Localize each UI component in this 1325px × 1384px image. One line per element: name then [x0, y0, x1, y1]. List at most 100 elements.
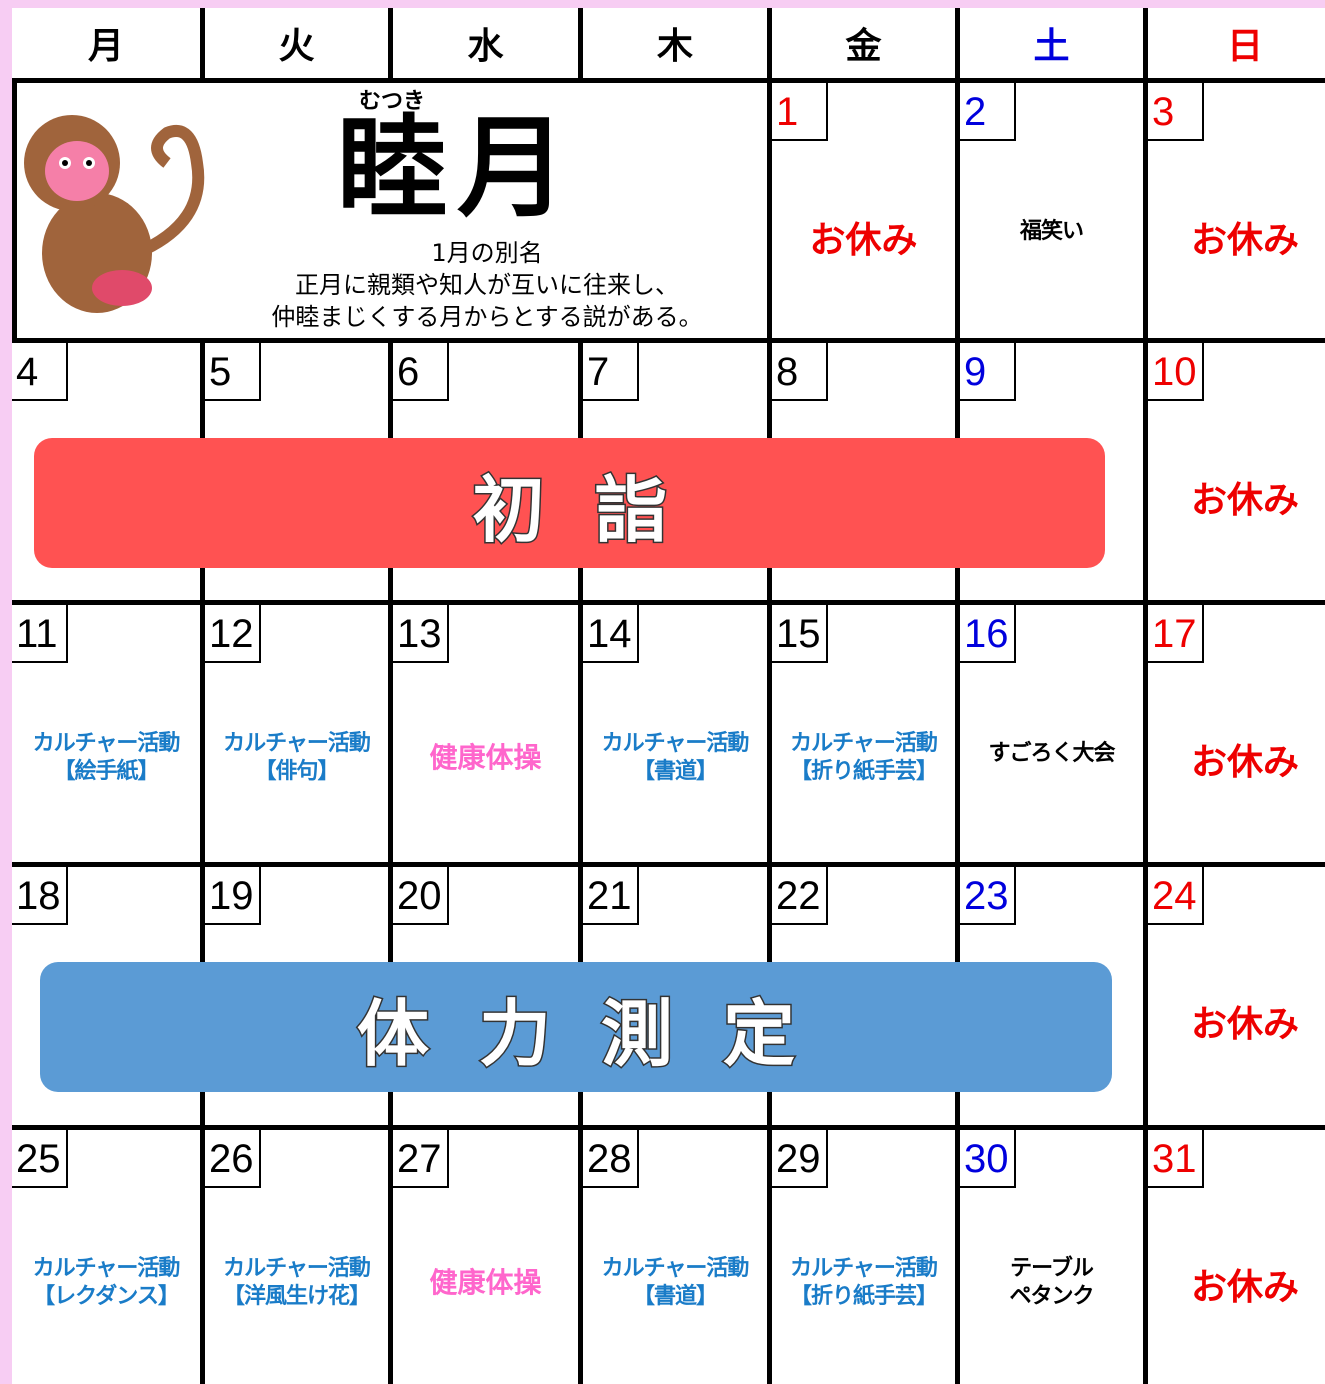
month-description: 正月に親類や知人が互いに往来し、	[295, 271, 679, 299]
day-number: 24	[1148, 867, 1204, 925]
event-line: カルチャー活動	[601, 1256, 750, 1281]
event: カルチャー活動 【洋風生け花】	[205, 1255, 388, 1310]
event: お休み	[772, 218, 955, 263]
event-line: 【書道】	[632, 758, 718, 784]
day-cell: 18	[12, 862, 200, 1125]
day-cell: 14 カルチャー活動 【書道】	[578, 600, 767, 862]
day-cell: 28 カルチャー活動 【書道】	[578, 1125, 767, 1384]
day-number: 14	[583, 605, 639, 663]
event-line: 【絵手紙】	[53, 758, 159, 784]
event: お休み	[1148, 218, 1325, 263]
event: カルチャー活動 【書道】	[583, 1255, 767, 1310]
day-number: 23	[960, 867, 1016, 925]
event-line: ペタンク	[1009, 1283, 1094, 1309]
weekday-header: 水	[388, 8, 578, 78]
day-cell: 10 お休み	[1143, 338, 1325, 600]
day-number: 20	[393, 867, 449, 925]
event-line: 【俳句】	[254, 758, 339, 784]
event-line: 【折り紙手芸】	[789, 1283, 938, 1309]
event-line: 【書道】	[632, 1283, 718, 1309]
monkey-illustration	[24, 115, 205, 313]
event-line: カルチャー活動	[790, 1256, 938, 1281]
day-cell: 15 カルチャー活動 【折り紙手芸】	[767, 600, 955, 862]
calendar: むつき 睦月 1月の別名 正月に親類や知人が互いに往来し、 仲睦まじくする月から…	[12, 8, 1325, 1384]
weekday-header: 土	[955, 8, 1143, 78]
day-cell: 3 お休み	[1143, 78, 1325, 338]
event: すごろく大会	[960, 740, 1143, 768]
event-line: すごろく大会	[988, 741, 1115, 766]
event-line: カルチャー活動	[32, 1256, 181, 1281]
day-number: 5	[205, 343, 261, 401]
day-number: 31	[1148, 1130, 1204, 1188]
event-line: お休み	[1190, 1267, 1299, 1308]
event: カルチャー活動 【折り紙手芸】	[772, 1255, 955, 1310]
day-number: 13	[393, 605, 449, 663]
event: カルチャー活動 【絵手紙】	[12, 730, 200, 785]
day-number: 25	[12, 1130, 68, 1188]
day-cell: 17 お休み	[1143, 600, 1325, 862]
day-number: 2	[960, 83, 1016, 141]
event: 健康体操	[393, 1265, 578, 1300]
event: カルチャー活動 【書道】	[583, 730, 767, 785]
event-line: 健康体操	[429, 1266, 542, 1299]
day-cell: 16 すごろく大会	[955, 600, 1143, 862]
day-cell: 1 お休み	[767, 78, 955, 338]
event-line: カルチャー活動	[601, 731, 750, 756]
day-cell: 25 カルチャー活動 【レクダンス】	[12, 1125, 200, 1384]
event-banner: 体力測定	[40, 962, 1112, 1092]
month-title: 睦月	[337, 103, 577, 232]
event-line: カルチャー活動	[223, 1256, 371, 1281]
month-intro: むつき 睦月 1月の別名 正月に親類や知人が互いに往来し、 仲睦まじくする月から…	[12, 78, 772, 338]
day-number: 3	[1148, 83, 1204, 141]
weekday-header: 月	[12, 8, 200, 78]
event: カルチャー活動 【レクダンス】	[12, 1255, 200, 1310]
event-line: お休み	[1190, 1004, 1299, 1045]
day-cell: 13 健康体操	[388, 600, 578, 862]
weekday-header: 火	[200, 8, 388, 78]
event: カルチャー活動 【折り紙手芸】	[772, 730, 955, 785]
event-line: テーブル	[1010, 1256, 1094, 1281]
event-line: 福笑い	[1019, 219, 1084, 244]
day-number: 22	[772, 867, 828, 925]
day-number: 4	[12, 343, 68, 401]
event-line: カルチャー活動	[223, 731, 371, 756]
day-number: 18	[12, 867, 68, 925]
event-line: 【洋風生け花】	[222, 1283, 371, 1309]
day-number: 17	[1148, 605, 1204, 663]
day-number: 21	[583, 867, 639, 925]
day-number: 1	[772, 83, 828, 141]
event: お休み	[1148, 1002, 1325, 1047]
event-line: 【折り紙手芸】	[789, 758, 938, 784]
day-number: 11	[12, 605, 68, 663]
day-number: 9	[960, 343, 1016, 401]
event: お休み	[1148, 740, 1325, 785]
event: お休み	[1148, 1265, 1325, 1310]
event-line: お休み	[809, 220, 918, 261]
weekday-header: 金	[767, 8, 955, 78]
day-number: 8	[772, 343, 828, 401]
day-cell: 26 カルチャー活動 【洋風生け花】	[200, 1125, 388, 1384]
day-number: 19	[205, 867, 261, 925]
event: テーブル ペタンク	[960, 1255, 1143, 1310]
day-number: 10	[1148, 343, 1204, 401]
event-line: カルチャー活動	[790, 731, 938, 756]
day-number: 15	[772, 605, 828, 663]
day-cell: 31 お休み	[1143, 1125, 1325, 1384]
month-ruby: むつき	[358, 89, 425, 114]
day-cell: 8	[767, 338, 955, 600]
day-number: 7	[583, 343, 639, 401]
event: 福笑い	[960, 218, 1143, 246]
month-description: 仲睦まじくする月からとする説がある。	[271, 303, 703, 331]
event-line: お休み	[1190, 480, 1299, 521]
day-number: 28	[583, 1130, 639, 1188]
event-line: 健康体操	[429, 741, 542, 774]
day-number: 29	[772, 1130, 828, 1188]
day-cell: 24 お休み	[1143, 862, 1325, 1125]
event-line: お休み	[1190, 742, 1299, 783]
event-banner: 初詣	[34, 438, 1105, 568]
day-number: 27	[393, 1130, 449, 1188]
day-cell: 29 カルチャー活動 【折り紙手芸】	[767, 1125, 955, 1384]
day-cell: 2 福笑い	[955, 78, 1143, 338]
event: お休み	[1148, 478, 1325, 523]
event: カルチャー活動 【俳句】	[205, 730, 388, 785]
